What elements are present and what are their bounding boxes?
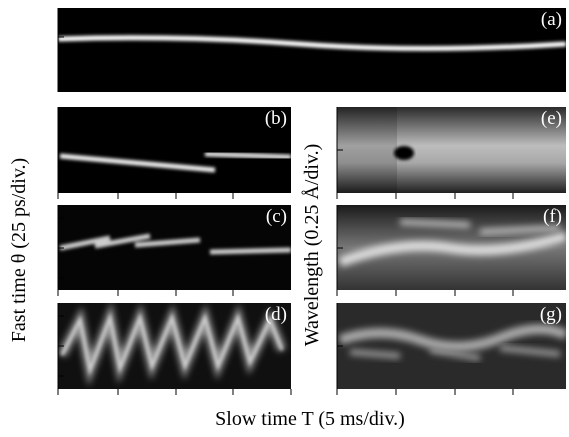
x-axis-label: Slow time T (5 ms/div.) xyxy=(215,408,405,430)
panel-label: (e) xyxy=(541,108,562,129)
panel-d-image xyxy=(58,303,291,389)
panel-label: (a) xyxy=(541,9,562,30)
panel-f-image xyxy=(337,205,566,290)
panel-label: (c) xyxy=(266,206,287,227)
panel-label: (d) xyxy=(265,304,287,325)
panel-a-image xyxy=(58,8,566,92)
panel-label: (f) xyxy=(543,206,562,227)
panel-b-image xyxy=(58,107,291,193)
y-axis-label: Wavelength (0.25 Å/div.) xyxy=(301,144,323,347)
panel-label: (b) xyxy=(265,108,287,129)
y-axis-label: Fast time θ (25 ps/div.) xyxy=(8,158,30,342)
panel-g-image xyxy=(337,303,566,389)
panel-c-image xyxy=(58,205,291,290)
panel-e-image xyxy=(337,107,566,193)
panel-label: (g) xyxy=(540,304,562,325)
ticks xyxy=(57,8,514,395)
